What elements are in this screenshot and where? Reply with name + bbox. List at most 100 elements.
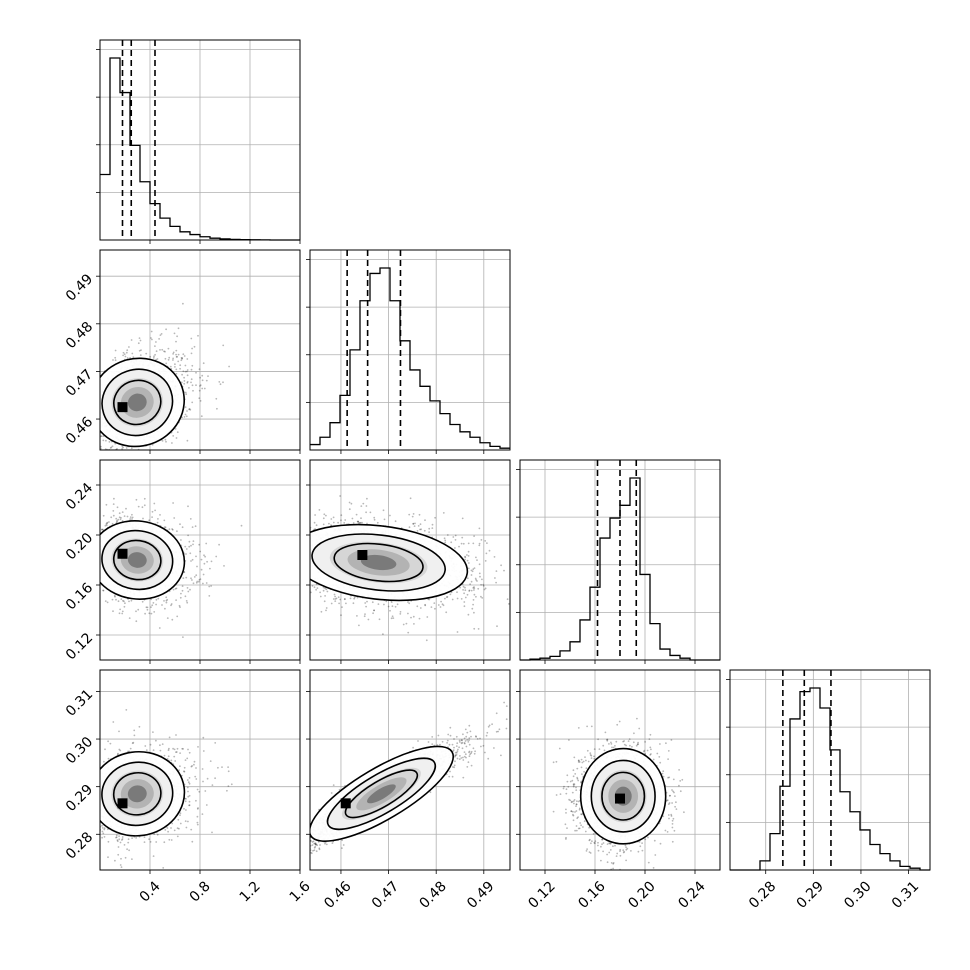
scatter-point <box>324 587 326 590</box>
scatter-point <box>185 600 188 602</box>
scatter-point <box>192 389 194 392</box>
scatter-point <box>430 606 433 608</box>
scatter-point <box>186 358 189 360</box>
scatter-point <box>135 620 138 623</box>
scatter-point <box>456 591 458 594</box>
scatter-point <box>456 597 459 600</box>
scatter-point <box>423 529 426 532</box>
scatter-point <box>199 550 202 553</box>
scatter-point <box>151 516 154 518</box>
scatter-point <box>154 345 156 347</box>
scatter-point <box>444 539 447 542</box>
panel-frame <box>99 39 301 241</box>
scatter-point <box>202 582 204 585</box>
scatter-point <box>164 607 166 610</box>
scatter-point <box>114 595 116 598</box>
scatter-point <box>132 356 135 358</box>
scatter-point <box>188 545 191 548</box>
scatter-point <box>340 614 342 617</box>
scatter-point <box>413 525 416 527</box>
scatter-point <box>349 597 352 600</box>
scatter-point <box>159 334 162 336</box>
scatter-point <box>181 357 184 359</box>
scatter-point <box>361 521 363 524</box>
scatter-point <box>124 355 127 358</box>
scatter-point <box>138 337 141 339</box>
scatter-point <box>161 348 164 351</box>
scatter-point <box>471 570 474 573</box>
scatter-point <box>452 536 455 538</box>
scatter-point <box>463 601 466 603</box>
scatter-point <box>483 588 486 591</box>
scatter-point <box>219 383 222 386</box>
scatter-point <box>484 587 487 590</box>
scatter-point <box>170 603 173 605</box>
scatter-point <box>175 340 177 343</box>
scatter-point <box>433 602 436 604</box>
scatter-point <box>182 370 185 373</box>
scatter-point <box>179 523 181 526</box>
scatter-point <box>315 524 318 527</box>
scatter-point <box>125 447 128 449</box>
density-level-4 <box>127 552 147 568</box>
scatter-point <box>179 606 181 608</box>
scatter-point <box>418 617 421 620</box>
scatter-point <box>334 595 336 598</box>
scatter-point <box>180 592 182 595</box>
scatter-point <box>125 507 127 510</box>
scatter-point <box>205 379 208 382</box>
scatter-point <box>470 569 473 572</box>
scatter-point <box>407 612 409 615</box>
scatter-point <box>191 364 194 367</box>
scatter-point <box>201 379 204 382</box>
scatter-point <box>118 516 121 519</box>
scatter-point <box>337 521 339 524</box>
scatter-point <box>451 598 454 601</box>
scatter-point <box>137 608 140 611</box>
scatter-point <box>481 578 483 581</box>
scatter-point <box>186 381 189 384</box>
scatter-point <box>328 522 330 525</box>
scatter-point <box>476 580 478 582</box>
scatter-point <box>152 602 155 604</box>
scatter-point <box>387 605 390 608</box>
scatter-point <box>190 577 192 580</box>
panel-frame <box>99 249 301 451</box>
scatter-point <box>482 585 485 587</box>
scatter-point <box>464 555 466 558</box>
scatter-point <box>446 596 449 598</box>
scatter-point <box>478 572 481 575</box>
panel-frame <box>519 459 721 661</box>
scatter-point <box>348 508 351 511</box>
scatter-point <box>473 587 476 590</box>
scatter-point <box>191 526 194 528</box>
scatter-point <box>408 526 411 529</box>
scatter-point <box>323 513 326 516</box>
scatter-point <box>218 381 221 383</box>
scatter-point <box>102 589 105 592</box>
scatter-point <box>155 603 158 606</box>
scatter-point <box>459 586 461 589</box>
scatter-point <box>352 602 355 605</box>
scatter-point <box>485 552 488 555</box>
scatter-point <box>228 365 231 368</box>
scatter-point <box>109 447 112 449</box>
scatter-point <box>198 368 201 371</box>
scatter-point <box>116 448 118 450</box>
scatter-point <box>456 631 459 633</box>
histogram-panel-3 <box>726 669 931 874</box>
scatter-point <box>464 596 467 599</box>
scatter-point <box>146 606 149 609</box>
scatter-point <box>467 550 470 553</box>
scatter-point <box>176 355 179 358</box>
scatter-point <box>184 413 187 416</box>
scatter-point <box>138 349 141 352</box>
scatter-point <box>122 599 124 602</box>
scatter-point <box>192 582 195 585</box>
scatter-panel-2-0 <box>96 459 301 664</box>
scatter-point <box>139 339 142 342</box>
scatter-point <box>195 384 197 387</box>
scatter-point <box>186 369 189 371</box>
scatter-point <box>437 604 440 606</box>
scatter-point <box>399 611 402 613</box>
